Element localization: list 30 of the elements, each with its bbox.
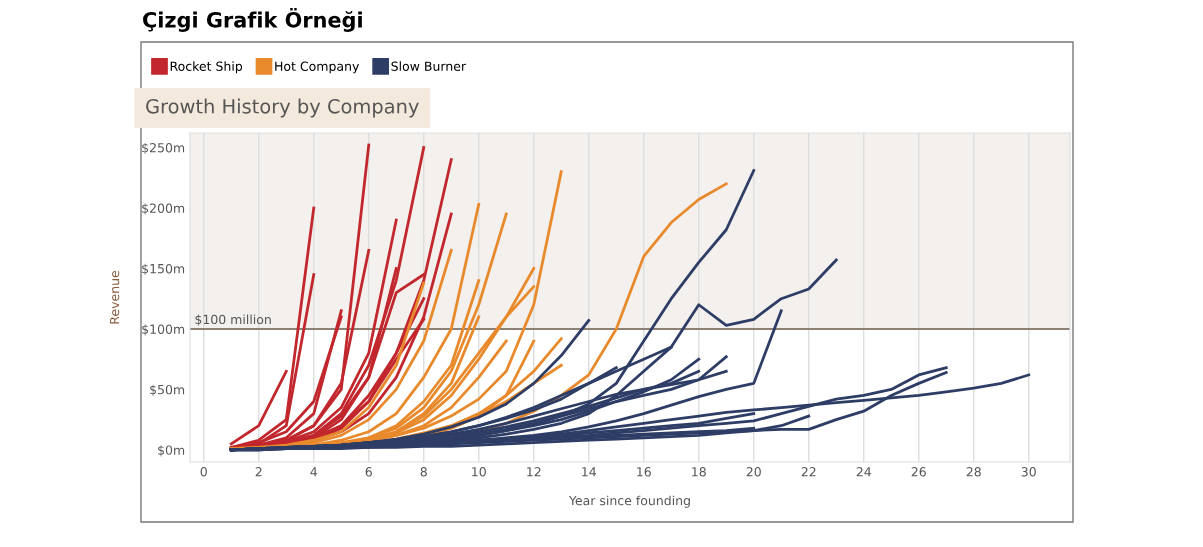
x-tick-label: 24 (856, 467, 871, 477)
y-tick-label: $200m (142, 203, 185, 215)
legend-label: Rocket Ship (170, 61, 243, 74)
x-tick-label: 4 (310, 467, 318, 477)
legend-label: Slow Burner (391, 61, 467, 71)
y-tick-label: $250m (142, 142, 185, 155)
y-tick-label: $100m (142, 324, 185, 336)
x-tick-label: 6 (365, 467, 372, 477)
x-tick-label: 18 (692, 467, 706, 477)
legend-label: Hot Company (275, 61, 360, 74)
y-axis-title: Revenue (109, 270, 120, 324)
x-tick-label: 22 (801, 467, 816, 477)
x-tick-label: 28 (966, 467, 981, 477)
y-tick-label: $50m (150, 384, 185, 397)
x-tick-label: 30 (1021, 467, 1036, 477)
x-tick-label: 2 (255, 467, 262, 477)
x-tick-label: 20 (746, 467, 761, 477)
x-tick-label: 10 (472, 467, 486, 477)
chart-subtitle: Growth History by Company (146, 98, 419, 118)
x-axis-title: Year since founding (568, 495, 690, 508)
x-tick-label: 12 (527, 467, 541, 477)
x-tick-label: 8 (420, 467, 427, 477)
ref-line-label: $100 million (195, 314, 271, 326)
x-tick-label: 14 (582, 467, 596, 477)
x-tick-label: 16 (637, 467, 651, 477)
chart-title: Çizgi Grafik Örneği (143, 8, 362, 32)
y-tick-label: $150m (142, 263, 185, 276)
x-tick-label: 26 (911, 467, 926, 477)
y-tick-label: $0m (158, 445, 185, 457)
x-tick-label: 0 (200, 467, 207, 477)
